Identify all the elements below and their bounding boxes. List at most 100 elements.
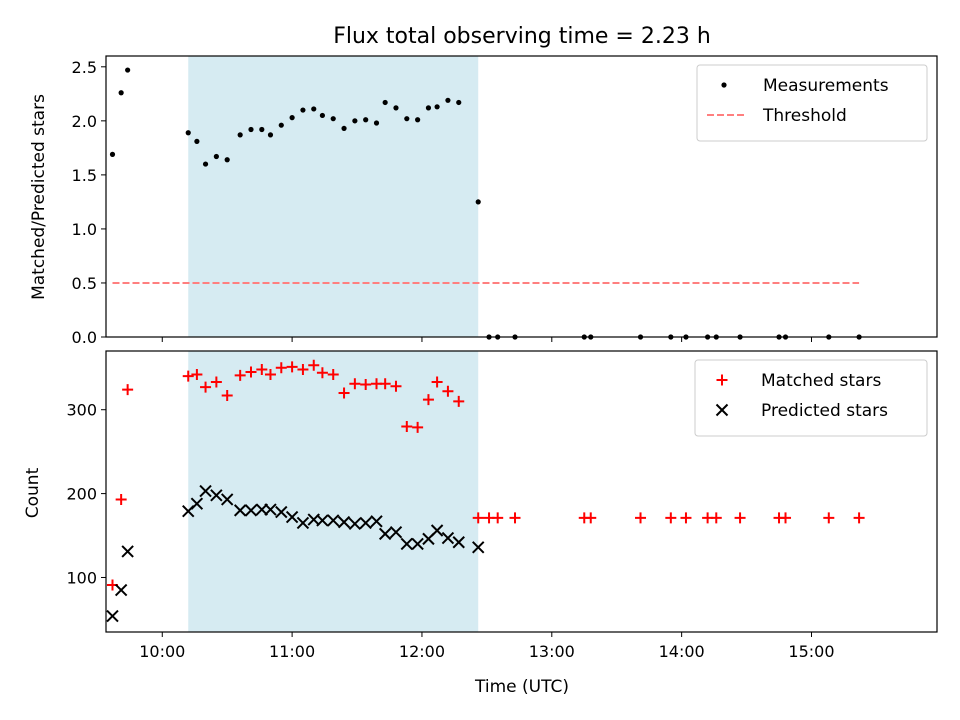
data-point: [190, 497, 204, 510]
data-point: [275, 505, 288, 519]
data-point: [348, 517, 362, 531]
data-point: [191, 368, 203, 380]
data-point: [401, 420, 413, 432]
data-point: [300, 107, 306, 113]
data-point: [114, 583, 128, 597]
data-point: [286, 361, 298, 373]
data-point: [199, 484, 212, 498]
data-point: [220, 493, 234, 506]
data-point: [363, 117, 369, 123]
y-tick-label: 0.5: [72, 274, 97, 293]
axes-frame: [105, 350, 938, 633]
data-point: [327, 368, 339, 380]
data-point: [665, 512, 677, 524]
data-point: [853, 512, 865, 524]
x-axis-label: Time (UTC): [474, 677, 569, 697]
data-point: [182, 370, 194, 382]
x-tick-label: 14:00: [659, 642, 705, 661]
data-point: [289, 115, 295, 121]
top-y-axis-label: Matched/Predicted stars: [29, 94, 49, 300]
data-point: [393, 105, 399, 111]
y-tick-label: 300: [66, 401, 97, 420]
data-point: [422, 394, 434, 406]
data-point: [445, 97, 451, 103]
data-point: [492, 512, 504, 524]
data-point: [734, 512, 746, 524]
data-point: [297, 363, 309, 375]
data-point: [210, 376, 222, 388]
data-point: [404, 116, 410, 122]
data-point: [585, 512, 597, 524]
data-point: [338, 387, 350, 399]
data-point: [379, 378, 391, 390]
y-tick-label: 0.0: [72, 328, 97, 347]
x-tick-label: 11:00: [269, 642, 315, 661]
panel-count: 100 200 300 10:00 11:00 12:00 13:00 14:00 15:00 M…: [66, 350, 938, 661]
data-point: [200, 381, 212, 393]
data-point: [278, 122, 284, 128]
data-point: [330, 116, 336, 122]
data-point: [308, 359, 320, 371]
plot-area: 0.0 0.5 1.0 1.5 2.0 2.5 Measurements Threshold 1…: [66, 55, 938, 661]
data-point: [264, 368, 276, 380]
y-tick-label: 1.0: [72, 220, 97, 239]
bottom-y-axis-label: Count: [23, 467, 43, 518]
data-point: [441, 531, 455, 545]
series-matched-stars: [106, 359, 865, 591]
data-point: [221, 389, 233, 401]
legend-box: [696, 64, 928, 142]
data-point: [194, 138, 200, 144]
data-point: [233, 504, 247, 517]
observing-span: [188, 56, 479, 337]
data-point: [823, 512, 835, 524]
x-tick-label: 15:00: [788, 642, 834, 661]
x-tick-label: 10:00: [139, 642, 185, 661]
data-point: [256, 363, 268, 375]
data-point: [382, 99, 388, 106]
data-point: [456, 99, 462, 106]
data-point: [452, 536, 465, 549]
data-point: [311, 106, 317, 112]
data-point: [224, 157, 230, 163]
data-point: [390, 380, 402, 392]
data-point: [115, 493, 127, 505]
data-point: [210, 489, 223, 502]
data-point: [259, 126, 265, 133]
legend-label: Threshold: [762, 106, 847, 126]
data-point: [442, 385, 454, 397]
data-point: [472, 541, 485, 554]
legend-box: [694, 359, 928, 437]
legend-dot-marker: [721, 82, 727, 88]
data-point: [349, 378, 361, 390]
data-point: [359, 516, 372, 530]
data-point: [373, 120, 380, 126]
data-point: [635, 512, 647, 524]
data-point: [453, 395, 465, 407]
data-point: [431, 376, 443, 388]
legend-label: Measurements: [763, 76, 889, 96]
legend: Matched stars Predicted stars: [694, 359, 928, 437]
data-point: [118, 90, 124, 96]
data-point: [341, 125, 347, 132]
data-point: [400, 537, 414, 551]
data-point: [415, 117, 421, 123]
data-point: [412, 421, 424, 433]
data-point: [106, 609, 119, 623]
data-point: [121, 545, 134, 558]
data-point: [264, 503, 277, 516]
data-point: [234, 369, 246, 381]
y-tick-label: 1.5: [72, 166, 97, 185]
y-tick-label: 2.0: [72, 112, 97, 131]
y-tick-label: 100: [66, 568, 97, 587]
data-point: [244, 504, 258, 517]
data-point: [425, 105, 432, 111]
chart-title: Flux total observing time = 2.23 h: [333, 24, 711, 49]
data-point: [378, 527, 392, 541]
data-point: [430, 524, 444, 537]
data-point: [185, 130, 191, 136]
observing-span: [188, 351, 479, 632]
series-predicted-stars: [106, 484, 485, 623]
data-point: [275, 362, 287, 374]
data-point: [316, 514, 329, 527]
data-point: [213, 153, 219, 160]
